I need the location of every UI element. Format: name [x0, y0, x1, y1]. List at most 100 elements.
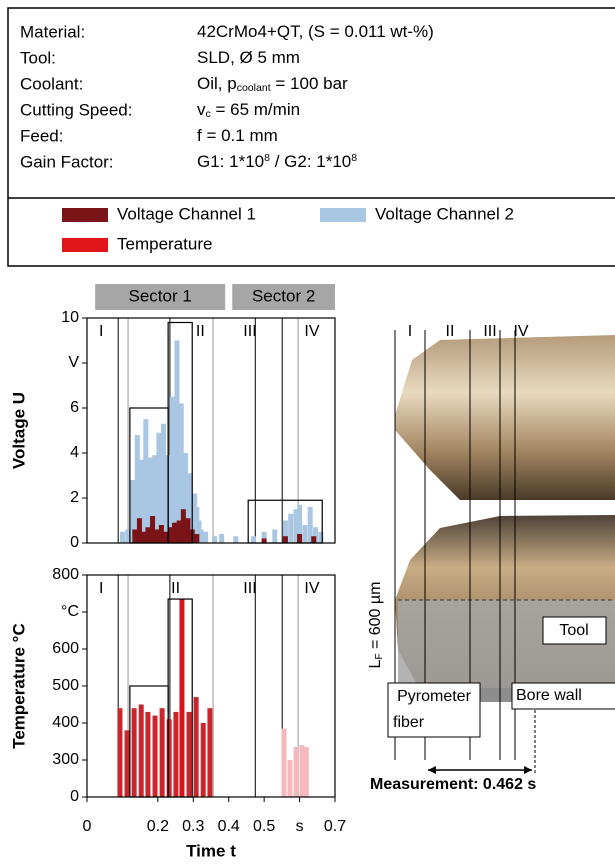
photo-region-label: I: [408, 323, 412, 340]
bar: [134, 435, 140, 543]
x-tick-label: 0.7: [324, 818, 346, 835]
info-frame: [7, 7, 615, 267]
bar: [132, 529, 138, 543]
bar: [299, 745, 305, 797]
y-tick-label: 4: [70, 444, 79, 461]
bar: [313, 527, 319, 543]
text-part: L: [367, 659, 384, 668]
y-tick-label: 10: [61, 309, 79, 326]
bar: [182, 453, 188, 543]
bar: [117, 708, 123, 797]
bar: [293, 747, 299, 797]
text-part: 8: [264, 152, 270, 164]
bar: [302, 525, 308, 543]
region-label: II: [196, 323, 205, 340]
bar: [272, 529, 278, 543]
region-label: II: [171, 580, 180, 597]
rich-text: LF = 600 µm: [367, 582, 384, 669]
y-axis-title: Voltage U: [9, 392, 28, 469]
sector-label: Sector 1: [129, 286, 192, 305]
photo-region-label: III: [483, 323, 496, 340]
bar: [119, 531, 125, 543]
fiber-label: Pyrometer: [397, 688, 471, 705]
bar: [150, 516, 156, 543]
bar: [251, 536, 257, 543]
bar: [143, 419, 149, 543]
bar: [176, 520, 182, 543]
bar: [194, 534, 200, 543]
photo-region-label: II: [446, 323, 455, 340]
text-part: v: [197, 100, 206, 119]
text-part: c: [206, 108, 211, 120]
bar: [156, 432, 162, 543]
y-tick-label: 500: [52, 677, 79, 694]
text-part: G1: 1*10: [197, 152, 264, 171]
bar: [207, 708, 213, 797]
bar: [145, 527, 151, 543]
region-label: IV: [304, 323, 319, 340]
y-axis-title: Temperature °C: [9, 623, 28, 749]
bar: [212, 536, 218, 543]
bar: [297, 534, 303, 543]
region-label: I: [99, 580, 103, 597]
info-label: Coolant:: [20, 74, 83, 93]
bar: [174, 340, 180, 543]
rich-text: G1: 1*108 / G2: 1*108: [197, 152, 357, 171]
bar: [159, 708, 165, 797]
bar: [158, 525, 164, 543]
info-label: Gain Factor:: [20, 152, 114, 171]
y-tick-label: 2: [70, 489, 79, 506]
bar: [173, 711, 179, 797]
bar: [303, 747, 309, 797]
bar: [136, 518, 142, 543]
x-axis-title: Time t: [186, 841, 236, 860]
bar: [169, 396, 175, 543]
rich-text: vc = 65 m/min: [197, 100, 300, 120]
text-part: coolant: [237, 82, 271, 94]
bar: [293, 509, 299, 543]
x-tick-label: 0.3: [182, 818, 204, 835]
rich-text: 42CrMo4+QT, (S = 0.011 wt-%): [197, 22, 434, 41]
text-part: / G2: 1*10: [270, 152, 351, 171]
bar: [307, 507, 313, 543]
bar: [200, 723, 206, 797]
bar: [185, 518, 191, 543]
rich-text: f = 0.1 mm: [197, 126, 278, 145]
bar: [233, 536, 239, 543]
bar: [167, 527, 173, 543]
text-part: F: [374, 653, 385, 659]
legend-label: Voltage Channel 1: [117, 204, 256, 223]
bar: [187, 473, 193, 543]
y-tick-label: 0: [70, 534, 79, 551]
bar: [125, 529, 131, 543]
bar: [282, 536, 288, 543]
bar: [193, 697, 199, 797]
bar: [186, 711, 192, 797]
legend-label: Voltage Channel 2: [375, 204, 514, 223]
bar: [287, 760, 293, 797]
wall-label: Bore wall: [516, 687, 582, 704]
text-part: Oil, p: [197, 74, 237, 93]
y-tick-label: 600: [52, 640, 79, 657]
info-label: Feed:: [20, 126, 63, 145]
legend-label: Temperature: [117, 234, 212, 253]
bar: [154, 529, 160, 543]
y-tick-label: 6: [70, 399, 79, 416]
bar: [124, 730, 130, 797]
bar: [261, 538, 267, 543]
bar: [297, 504, 303, 543]
y-tick-label: 0: [70, 788, 79, 805]
bar: [141, 531, 147, 543]
info-label: Cutting Speed:: [20, 100, 132, 119]
bar: [152, 715, 158, 797]
x-tick-label: 0: [83, 818, 92, 835]
legend-swatch: [62, 238, 108, 252]
plot-frame: [86, 317, 336, 544]
region-label: III: [243, 323, 256, 340]
x-tick-label: 0.4: [218, 818, 240, 835]
legend-swatch: [320, 208, 366, 222]
bar: [163, 531, 169, 543]
region-label: IV: [304, 580, 319, 597]
bar: [198, 529, 204, 543]
